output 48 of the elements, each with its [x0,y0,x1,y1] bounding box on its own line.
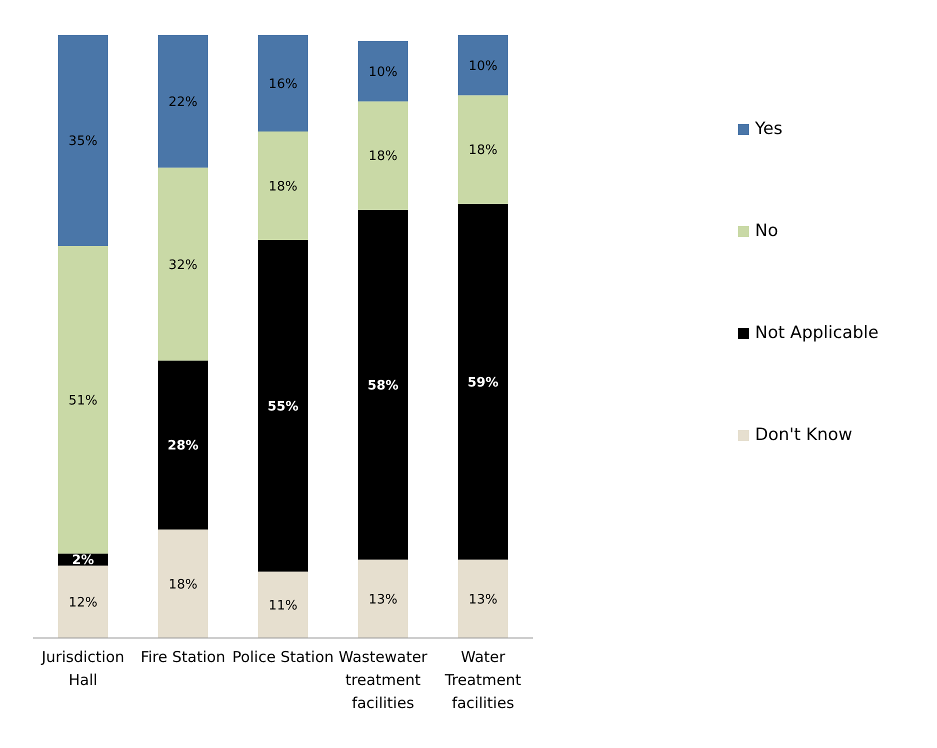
bar [158,360,208,530]
x-tick-label: Wastewater treatment facilities [338,648,428,712]
bar [58,246,108,554]
data-label: 13% [368,592,398,608]
bar [358,210,408,560]
bar [258,572,308,638]
data-label: 18% [268,179,298,194]
bar [358,101,408,210]
data-label: 13% [468,592,498,608]
data-label: 32% [168,258,198,273]
data-label: 58% [367,378,399,394]
data-label: 18% [168,577,198,592]
data-label: 28% [167,438,199,454]
x-tick-label: Water Treatment facilities [444,648,522,712]
bar [258,131,308,240]
bar [358,560,408,638]
bar [258,35,308,132]
bar [258,240,308,572]
bar [158,529,208,638]
bar [158,35,208,168]
data-label: 22% [168,94,198,110]
data-label: 18% [468,143,498,158]
data-label: 12% [68,595,98,610]
bar [458,560,508,638]
bar [58,566,108,638]
legend-label: Not Applicable [755,323,879,343]
legend-label: No [755,221,778,241]
x-tick-label: Fire Station [140,648,226,666]
data-label: 51% [68,393,98,408]
data-label: 2% [72,553,94,568]
data-label: 55% [267,399,299,414]
data-label: 11% [268,598,298,614]
legend-label: Don't Know [755,425,852,445]
bar [458,95,508,204]
bar [158,168,208,361]
data-label: 10% [368,64,398,80]
data-label: 16% [268,76,298,92]
data-label: 10% [468,58,498,74]
legend-label: Yes [755,119,782,139]
x-tick-label: Jurisdiction Hall [40,648,124,689]
bar [58,35,108,246]
data-label: 59% [467,375,499,390]
data-label: 35% [68,134,98,150]
bar [458,204,508,560]
data-label: 18% [368,149,398,164]
bar [458,35,508,96]
bar [358,41,408,102]
x-tick-label: Police Station [232,648,334,666]
